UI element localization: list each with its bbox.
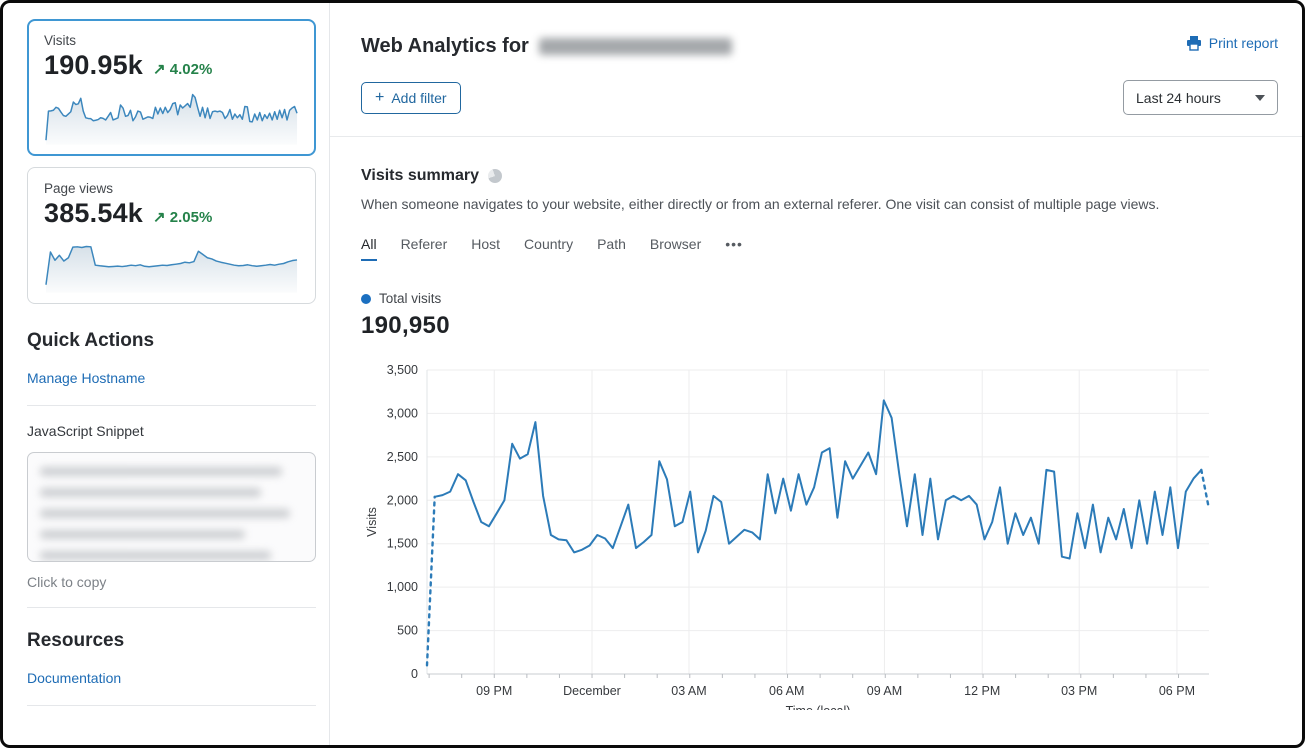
visits-summary-description: When someone navigates to your website, … xyxy=(361,196,1160,212)
blurred-domain-name xyxy=(538,38,732,55)
tab-path[interactable]: Path xyxy=(597,236,626,252)
pageviews-card-value: 385.54k xyxy=(44,198,143,228)
sidebar: Visits 190.95k ↗ 4.02% Page views 385.54… xyxy=(3,3,330,745)
tab-referer[interactable]: Referer xyxy=(400,236,448,252)
page-title: Web Analytics for xyxy=(361,35,732,58)
svg-text:Visits: Visits xyxy=(365,507,379,537)
blurred-code-line xyxy=(40,530,246,539)
divider xyxy=(27,705,316,706)
svg-text:12 PM: 12 PM xyxy=(964,684,1000,698)
add-filter-button[interactable]: + Add filter xyxy=(361,81,461,114)
main-content: Web Analytics for Print report + Add fil… xyxy=(330,3,1302,745)
pageviews-card-delta: ↗ 2.05% xyxy=(153,209,213,226)
svg-text:09 AM: 09 AM xyxy=(867,684,902,698)
chevron-down-icon xyxy=(1255,94,1265,101)
summary-tabs: All Referer Host Country Path Browser ••… xyxy=(361,236,1278,261)
javascript-snippet-box[interactable] xyxy=(27,452,316,562)
line-chart-svg: 0 500 1,000 1,500 2,000 2,500 3,000 3,500 09 PM D… xyxy=(365,363,1211,718)
total-visits-value: 190,950 xyxy=(361,312,450,339)
visits-stat-card[interactable]: Visits 190.95k ↗ 4.02% xyxy=(27,19,316,156)
resources-heading: Resources xyxy=(27,630,125,651)
svg-text:0: 0 xyxy=(411,667,418,681)
trend-up-icon: ↗ xyxy=(153,61,166,78)
print-report-button[interactable]: Print report xyxy=(1186,35,1278,51)
blurred-code-line xyxy=(40,509,290,518)
visits-card-title: Visits xyxy=(44,33,77,48)
pageviews-sparkline-chart xyxy=(45,245,298,293)
svg-text:06 AM: 06 AM xyxy=(769,684,804,698)
divider xyxy=(27,607,316,608)
svg-text:3,000: 3,000 xyxy=(387,406,418,420)
printer-icon xyxy=(1186,36,1201,51)
documentation-link[interactable]: Documentation xyxy=(27,670,122,686)
pageviews-card-title: Page views xyxy=(44,181,114,196)
tab-browser[interactable]: Browser xyxy=(649,236,702,252)
svg-text:500: 500 xyxy=(397,624,418,638)
visits-card-delta: ↗ 4.02% xyxy=(153,61,213,78)
divider xyxy=(330,136,1302,137)
tab-country[interactable]: Country xyxy=(524,236,574,252)
svg-text:1,000: 1,000 xyxy=(387,580,418,594)
svg-text:03 AM: 03 AM xyxy=(671,684,706,698)
svg-text:06 PM: 06 PM xyxy=(1159,684,1195,698)
svg-text:December: December xyxy=(563,684,621,698)
visits-sparkline-chart xyxy=(45,93,298,145)
plus-icon: + xyxy=(375,88,385,106)
javascript-snippet-label: JavaScript Snippet xyxy=(27,423,144,439)
legend-label: Total visits xyxy=(379,291,442,306)
time-range-dropdown[interactable]: Last 24 hours xyxy=(1123,80,1278,115)
quick-actions-heading: Quick Actions xyxy=(27,330,155,351)
tab-all[interactable]: All xyxy=(361,236,377,261)
pageviews-stat-card[interactable]: Page views 385.54k ↗ 2.05% xyxy=(27,167,316,304)
blurred-code-line xyxy=(40,467,282,476)
legend-dot-icon xyxy=(361,293,371,304)
visits-line-chart: 0 500 1,000 1,500 2,000 2,500 3,000 3,500 09 PM D… xyxy=(361,358,1278,718)
svg-text:3,500: 3,500 xyxy=(387,363,418,377)
blurred-code-line xyxy=(40,551,272,560)
time-range-value: Last 24 hours xyxy=(1136,89,1221,106)
svg-text:1,500: 1,500 xyxy=(387,537,418,551)
tab-more-ellipsis[interactable]: ••• xyxy=(725,236,743,252)
tab-host[interactable]: Host xyxy=(471,236,501,252)
svg-text:09 PM: 09 PM xyxy=(476,684,512,698)
pie-chart-help-icon[interactable] xyxy=(488,169,502,183)
divider xyxy=(27,405,316,406)
visits-summary-title: Visits summary xyxy=(361,167,479,184)
svg-text:Time (local): Time (local) xyxy=(786,704,851,710)
click-to-copy-hint: Click to copy xyxy=(27,574,107,590)
svg-text:2,500: 2,500 xyxy=(387,450,418,464)
trend-up-icon: ↗ xyxy=(153,209,166,226)
blurred-code-line xyxy=(40,488,261,497)
svg-text:03 PM: 03 PM xyxy=(1061,684,1097,698)
svg-text:2,000: 2,000 xyxy=(387,493,418,507)
manage-hostname-link[interactable]: Manage Hostname xyxy=(27,370,146,386)
visits-card-value: 190.95k xyxy=(44,50,143,80)
chart-legend: Total visits xyxy=(361,291,1278,306)
